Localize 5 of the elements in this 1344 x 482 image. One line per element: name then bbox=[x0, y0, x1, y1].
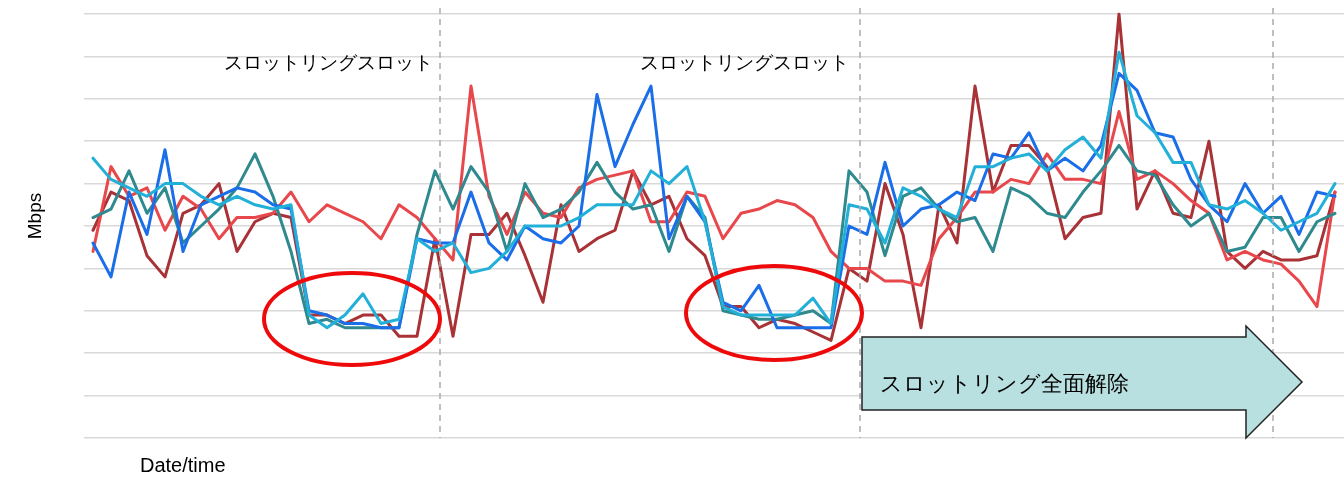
y-axis-title: Mbps bbox=[24, 192, 47, 240]
annotation: スロットリングスロット bbox=[640, 50, 849, 75]
annotation: スロットリングスロット bbox=[224, 50, 433, 75]
x-axis-title: Date/time bbox=[140, 454, 226, 477]
annotation: スロットリング全面解除 bbox=[880, 370, 1129, 398]
